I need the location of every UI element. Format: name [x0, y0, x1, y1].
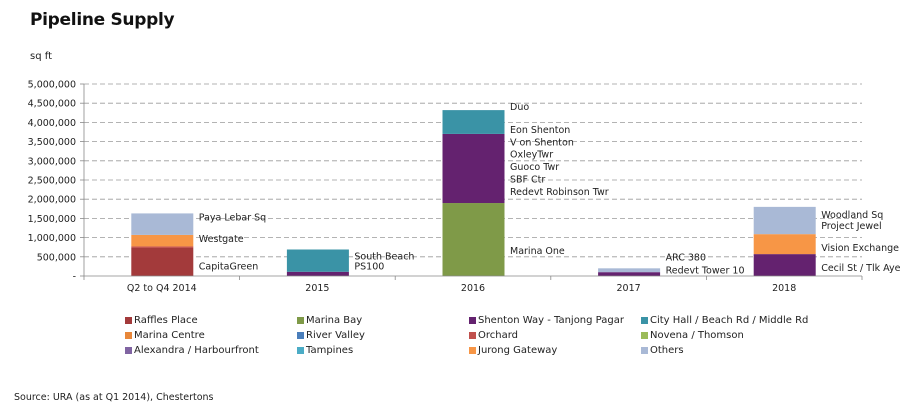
x-tick-label: 2016 [461, 283, 485, 294]
legend-swatch [297, 332, 304, 339]
y-tick-label: 4,000,000 [28, 118, 76, 129]
legend-item: Marina Bay [297, 315, 469, 326]
y-tick-label: 3,000,000 [28, 156, 76, 167]
x-tick-label: Q2 to Q4 2014 [127, 283, 197, 294]
legend-swatch [297, 347, 304, 354]
bar-annotation-label: Guoco Twr [510, 162, 559, 173]
y-tick-label: 2,000,000 [28, 195, 76, 206]
legend-label: Orchard [478, 330, 519, 341]
bar-segment [131, 213, 194, 235]
legend-item: Marina Centre [125, 330, 297, 341]
bar-annotation-label: OxleyTwr [510, 150, 553, 161]
legend-item: Others [641, 345, 813, 356]
bar-segment [131, 234, 194, 247]
legend-item: River Valley [297, 330, 469, 341]
y-tick-label: 2,500,000 [28, 176, 76, 187]
bar-segment [753, 206, 816, 235]
bar-segment [598, 268, 661, 273]
legend-item: Tampines [297, 345, 469, 356]
legend-item: City Hall / Beach Rd / Middle Rd [641, 315, 813, 326]
bar-segment [753, 254, 816, 276]
y-axis-unit-label: sq ft [30, 51, 53, 62]
legend-item: Alexandra / Harbourfront [125, 345, 297, 356]
bar-annotation-label: Cecil St / Tlk Ayer [821, 263, 900, 274]
legend-swatch [469, 332, 476, 339]
bar-annotation-label: Paya Lebar Sq [199, 212, 266, 223]
chart-title: Pipeline Supply [30, 10, 175, 30]
legend-swatch [125, 332, 132, 339]
legend-item: Novena / Thomson [641, 330, 813, 341]
legend-label: Alexandra / Harbourfront [134, 345, 259, 356]
legend-swatch [125, 317, 132, 324]
stacked-bar-chart: - 500,000 1,000,000 1,500,000 2,000,000 2,500… [28, 80, 900, 295]
legend-label: Marina Bay [306, 315, 363, 326]
bar-annotation-label: V on Shenton [510, 137, 574, 148]
x-tick-label: 2018 [772, 283, 796, 294]
bar-annotation-label: Woodland Sq [821, 210, 883, 221]
y-axis-ticks: - 500,000 1,000,000 1,500,000 2,000,000 2,500… [28, 80, 85, 283]
legend-swatch [469, 317, 476, 324]
legend-label: Jurong Gateway [478, 345, 558, 356]
legend-item: Shenton Way - Tanjong Pagar [469, 315, 641, 326]
y-tick-label: 1,000,000 [28, 233, 76, 244]
bar-annotation-label: SBF Ctr [510, 175, 545, 186]
bar-segment [286, 249, 349, 272]
bar-segment [131, 247, 194, 276]
annotations: Paya Lebar Sq Westgate CapitaGreen South Be… [199, 102, 900, 276]
bar-segment [753, 234, 816, 255]
bars [131, 110, 816, 276]
x-axis: Q2 to Q4 2014 2015 2016 2017 2018 [83, 275, 863, 294]
y-tick-label: 3,500,000 [28, 137, 76, 148]
y-tick-label: 500,000 [37, 252, 76, 263]
x-tick-label: 2017 [617, 283, 641, 294]
legend-label: Novena / Thomson [650, 330, 744, 341]
y-tick-label: 1,500,000 [28, 214, 76, 225]
bar-annotation-label: South Beach [354, 252, 414, 263]
bar-annotation-label: Eon Shenton [510, 125, 570, 136]
source-note: Source: URA (as at Q1 2014), Chestertons [14, 392, 214, 403]
bar-annotation-label: CapitaGreen [199, 261, 258, 272]
bar-segment [442, 203, 505, 276]
bar-segment [286, 271, 349, 276]
legend-label: River Valley [306, 330, 365, 341]
legend: Raffles Place Marina Bay Shenton Way - Tan… [125, 315, 808, 356]
y-tick-label: 4,500,000 [28, 99, 76, 110]
bar-segment [131, 246, 194, 248]
y-tick-label: 5,000,000 [28, 80, 76, 91]
legend-item: Raffles Place [125, 315, 297, 326]
legend-swatch [641, 317, 648, 324]
legend-swatch [469, 347, 476, 354]
legend-label: Others [650, 345, 684, 356]
legend-swatch [297, 317, 304, 324]
bar-annotation-label: Marina One [510, 246, 565, 257]
legend-item: Jurong Gateway [469, 345, 641, 356]
legend-swatch [641, 347, 648, 354]
bar-annotation-label: Vision Exchange [821, 243, 899, 254]
bar-segment [442, 133, 505, 204]
legend-swatch [125, 347, 132, 354]
bar-annotation-label: Redevt Robinson Twr [510, 187, 609, 198]
legend-swatch [641, 332, 648, 339]
bar-segment [598, 272, 661, 276]
bar-annotation-label: ARC 380 [666, 252, 706, 263]
y-tick-label: - [73, 272, 76, 283]
legend-label: City Hall / Beach Rd / Middle Rd [650, 315, 809, 326]
x-tick-label: 2015 [305, 283, 329, 294]
bar-annotation-label: Project Jewel [821, 221, 881, 232]
bar-annotation-label: Redevt Tower 10 [666, 265, 745, 276]
bar-segment [442, 110, 505, 134]
legend-label: Raffles Place [134, 315, 198, 326]
legend-item: Orchard [469, 330, 641, 341]
bar-annotation-label: Westgate [199, 234, 244, 245]
legend-label: Shenton Way - Tanjong Pagar [478, 315, 624, 326]
legend-label: Marina Centre [134, 330, 205, 341]
bar-annotation-label: PS100 [354, 262, 384, 273]
bar-annotation-label: Duo [510, 102, 529, 113]
legend-label: Tampines [306, 345, 354, 356]
